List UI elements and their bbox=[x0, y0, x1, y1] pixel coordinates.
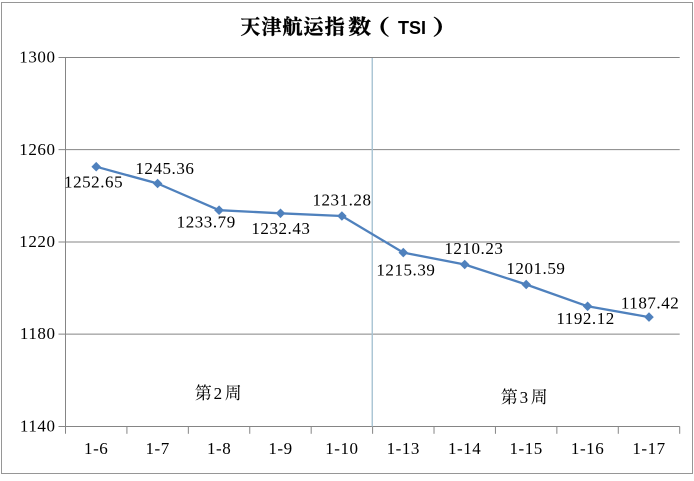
svg-text:1-17: 1-17 bbox=[632, 439, 665, 458]
svg-text:1-13: 1-13 bbox=[387, 439, 420, 458]
svg-text:1-7: 1-7 bbox=[145, 439, 169, 458]
svg-text:1-8: 1-8 bbox=[207, 439, 231, 458]
svg-text:1-14: 1-14 bbox=[448, 439, 481, 458]
svg-text:1-10: 1-10 bbox=[325, 439, 358, 458]
svg-text:1210.23: 1210.23 bbox=[444, 239, 503, 258]
svg-text:1215.39: 1215.39 bbox=[376, 260, 435, 279]
svg-text:1-15: 1-15 bbox=[510, 439, 543, 458]
svg-text:1260: 1260 bbox=[19, 140, 55, 159]
svg-text:1245.36: 1245.36 bbox=[135, 159, 194, 178]
svg-text:1140: 1140 bbox=[20, 417, 56, 436]
svg-text:1-9: 1-9 bbox=[268, 439, 292, 458]
svg-text:TSI: TSI bbox=[398, 18, 426, 38]
svg-text:1300: 1300 bbox=[19, 48, 55, 67]
svg-text:1187.42: 1187.42 bbox=[621, 294, 679, 313]
svg-text:1-6: 1-6 bbox=[84, 439, 108, 458]
svg-text:1-16: 1-16 bbox=[571, 439, 604, 458]
svg-text:1192.12: 1192.12 bbox=[556, 309, 614, 328]
svg-text:1232.43: 1232.43 bbox=[251, 219, 310, 238]
svg-text:1233.79: 1233.79 bbox=[177, 212, 236, 231]
svg-text:1180: 1180 bbox=[20, 324, 56, 343]
svg-text:2: 2 bbox=[214, 384, 223, 403]
svg-text:1252.65: 1252.65 bbox=[64, 172, 123, 191]
svg-text:3: 3 bbox=[520, 388, 529, 407]
svg-text:1201.59: 1201.59 bbox=[506, 259, 565, 278]
svg-text:1231.28: 1231.28 bbox=[312, 191, 371, 210]
svg-text:1220: 1220 bbox=[19, 232, 55, 251]
